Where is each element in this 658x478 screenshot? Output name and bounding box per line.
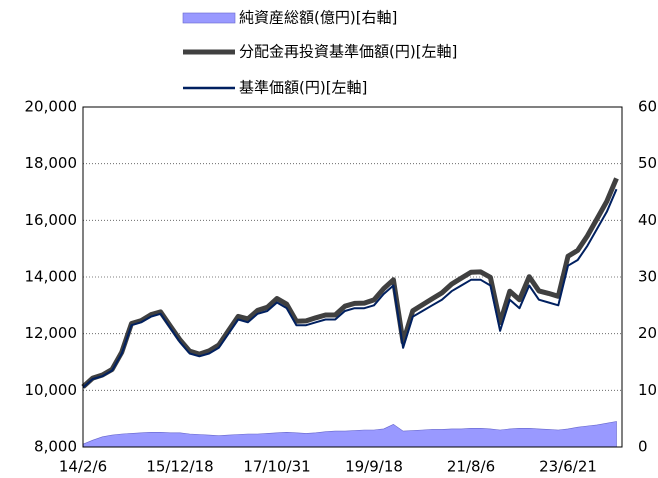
area <box>82 421 617 448</box>
legend-swatch <box>182 12 236 24</box>
y-tick-label: 14,000 <box>25 268 78 286</box>
x-tick-label: 23/6/21 <box>539 458 597 476</box>
x-tick-label: 14/2/6 <box>59 458 107 476</box>
y2-tick-label: 30 <box>638 268 657 286</box>
x-tick-label: 17/10/31 <box>243 458 310 476</box>
x-tick-label: 15/12/18 <box>146 458 213 476</box>
legend-label: 基準価額(円)[左軸] <box>239 79 367 97</box>
y-tick-label: 20,000 <box>25 98 78 116</box>
x-tick-label: 21/8/6 <box>447 458 495 476</box>
legend-label: 分配金再投資基準価額(円)[左軸] <box>239 43 457 61</box>
line <box>82 188 618 389</box>
line <box>81 177 619 389</box>
y2-tick-label: 50 <box>638 154 657 172</box>
y-tick-label: 12,000 <box>25 324 78 342</box>
y-tick-label: 10,000 <box>25 381 78 399</box>
y2-tick-label: 10 <box>638 381 657 399</box>
y-tick-label: 16,000 <box>25 211 78 229</box>
y-tick-label: 8,000 <box>34 438 77 456</box>
y2-tick-label: 60 <box>638 98 657 116</box>
legend-label: 純資産総額(億円)[右軸] <box>239 9 397 27</box>
plot-frame <box>82 106 623 448</box>
y2-tick-label: 20 <box>638 324 657 342</box>
y2-tick-label: 0 <box>638 438 648 456</box>
y-tick-label: 18,000 <box>25 154 78 172</box>
x-tick-label: 19/9/18 <box>345 458 403 476</box>
y2-tick-label: 40 <box>638 211 657 229</box>
